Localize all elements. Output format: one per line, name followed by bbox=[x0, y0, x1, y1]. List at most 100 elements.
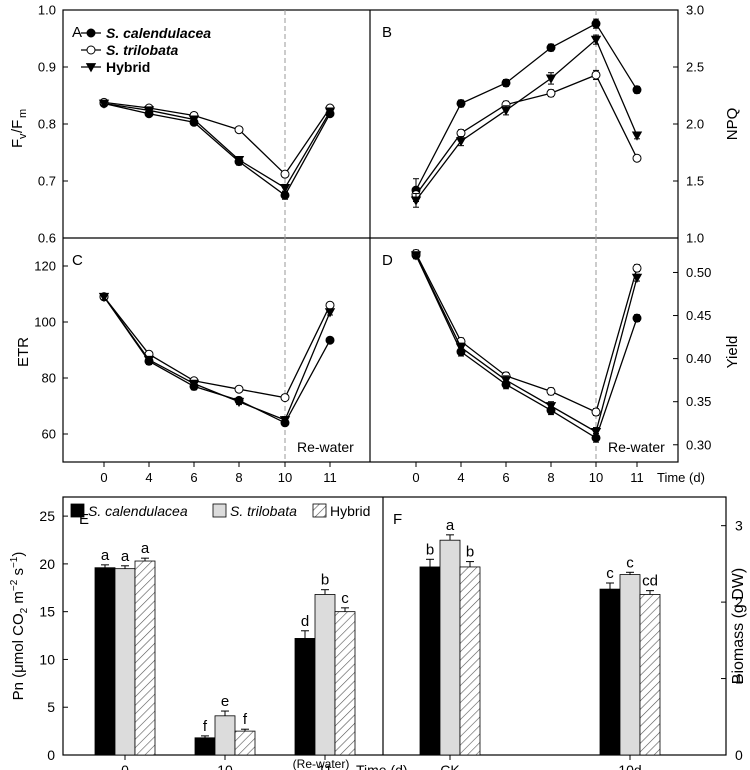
panel-c-point-s1-4 bbox=[280, 393, 290, 403]
panel-a-point-s2-5 bbox=[324, 107, 336, 117]
panel-b-ytick-label: 1.5 bbox=[686, 174, 704, 189]
panel-e-ytick-label: 0 bbox=[47, 747, 55, 763]
panel-c-series-line-0 bbox=[103, 296, 331, 424]
panel-e-bar-11-s0 bbox=[294, 638, 316, 756]
panel-e-sig-letter: b bbox=[321, 572, 329, 589]
panel-c-annotation: Re-water bbox=[297, 439, 354, 455]
legend-bottom-label: S. calendulacea bbox=[88, 503, 188, 519]
legend-bottom-swatch-1 bbox=[212, 503, 227, 518]
panel-d-ytick-label: 0.40 bbox=[686, 351, 711, 366]
bottom-frame bbox=[62, 496, 727, 756]
panel-f-ytick-label: 2 bbox=[735, 594, 743, 610]
panel-e-label: E bbox=[79, 511, 89, 528]
panel-e-ytick-label: 20 bbox=[39, 556, 55, 572]
panel-e-ytick-label: 5 bbox=[47, 699, 55, 715]
panel-f-sig-letter: cd bbox=[642, 573, 658, 590]
panel-c-point-s2-0 bbox=[98, 292, 110, 303]
panel-a-series-line-0 bbox=[103, 102, 331, 197]
panel-b-point-s2-2 bbox=[500, 106, 512, 116]
panel-b-point-s0-2 bbox=[501, 78, 511, 88]
panel-a-point-s2-0 bbox=[98, 99, 110, 109]
panel-d-point-s2-2 bbox=[500, 376, 512, 386]
panel-f-bar-CK-s1 bbox=[439, 539, 461, 756]
panel-a-ytick-label: 0.8 bbox=[38, 117, 56, 132]
panel-f-ytick-label: 1 bbox=[735, 671, 743, 687]
panel-c-point-s0-5 bbox=[325, 335, 335, 345]
top-xtick-label: 11 bbox=[630, 470, 644, 485]
ylabel-fragment: ) bbox=[10, 552, 27, 557]
legend-bottom-label: S. trilobata bbox=[230, 503, 297, 519]
panel-e-bar-0-s2 bbox=[134, 560, 156, 756]
legend-bottom-label: Hybrid bbox=[330, 503, 370, 519]
panel-e-sig-letter: d bbox=[301, 613, 309, 630]
panel-b-label: B bbox=[382, 24, 392, 41]
panel-a-series-line-2 bbox=[103, 102, 331, 189]
panel-c-series-line-1 bbox=[103, 296, 331, 399]
legend-top-point-s0-0 bbox=[86, 28, 96, 38]
legend-bottom-swatch-0 bbox=[70, 503, 85, 518]
panel-b-point-s0-4 bbox=[591, 19, 601, 29]
panel-f-ytick-label: 3 bbox=[735, 518, 743, 534]
panel-d-point-s2-0 bbox=[410, 251, 422, 261]
top-xtick-label: 8 bbox=[235, 470, 242, 485]
panel-d-point-s2-5 bbox=[631, 273, 643, 283]
panel-d-ytick-label: 0.35 bbox=[686, 394, 711, 409]
panel-b-point-s1-3 bbox=[546, 88, 556, 98]
panel-b-point-s2-4 bbox=[590, 35, 602, 45]
panel-a-ytick-label: 0.6 bbox=[38, 231, 56, 246]
panel-f-ytick-label: 0 bbox=[735, 747, 743, 763]
panel-b-ytick-label: 1.0 bbox=[686, 231, 704, 246]
legend-top-label: Hybrid bbox=[106, 59, 150, 75]
legend-bottom-swatch-2 bbox=[312, 503, 327, 518]
panel-f-bar-CK-s0 bbox=[419, 566, 441, 756]
top-xtick-label: 4 bbox=[457, 470, 464, 485]
panel-e-bar-0-s1 bbox=[114, 568, 136, 756]
top-xtick-label: 10 bbox=[278, 470, 292, 485]
panel-b-series-line-2 bbox=[415, 38, 638, 201]
ylabel-fragment: Pn (μmol CO bbox=[10, 613, 27, 700]
panel-f-label: F bbox=[393, 511, 402, 528]
panel-c-point-s2-1 bbox=[143, 355, 155, 366]
ylabel-fragment: /F bbox=[9, 120, 26, 133]
ylabel-fragment: 2 bbox=[19, 607, 30, 613]
panel-e-ylabel-text: Pn (μmol CO2 m−2 s−1) bbox=[9, 552, 30, 701]
panel-a-label: A bbox=[72, 24, 82, 41]
panel-e-bar-11-s2 bbox=[334, 611, 356, 756]
panel-b-point-s2-1 bbox=[455, 137, 467, 147]
panel-b-series-line-1 bbox=[415, 74, 638, 196]
panel-a-point-s2-4 bbox=[279, 183, 291, 194]
panel-c-ytick-label: 120 bbox=[34, 259, 56, 274]
panel-d-ylabel: Yield bbox=[724, 336, 741, 369]
panel-d-series-line-0 bbox=[415, 254, 638, 439]
legend-top-point-s1-0 bbox=[86, 45, 96, 55]
panel-a-point-s2-2 bbox=[188, 115, 200, 125]
panel-b-point-s1-1 bbox=[456, 128, 466, 138]
panel-e-sig-letter: f bbox=[243, 711, 248, 728]
panel-d-point-s2-4 bbox=[590, 427, 602, 438]
panel-d-ytick-label: 0.30 bbox=[686, 437, 711, 452]
panel-e-ytick-label: 10 bbox=[39, 651, 55, 667]
panel-f-bar-10d-s1 bbox=[619, 574, 641, 756]
panel-a-point-s2-3 bbox=[233, 156, 245, 166]
panel-f-sig-letter: b bbox=[466, 544, 474, 561]
panel-b-point-s1-5 bbox=[632, 153, 642, 163]
top-time-label: Time (d) bbox=[657, 470, 705, 485]
panel-f-sig-letter: c bbox=[606, 565, 614, 582]
panel-a-ytick-label: 0.7 bbox=[38, 174, 56, 189]
legend-top-label: S. calendulacea bbox=[106, 25, 211, 41]
panel-c-label: C bbox=[72, 252, 83, 269]
ylabel-fragment: −2 bbox=[9, 579, 20, 591]
panel-e-bar-11-s1 bbox=[314, 594, 336, 756]
panel-e-xtick-label: 10 bbox=[217, 762, 233, 770]
panel-b-point-s2-5 bbox=[631, 131, 643, 141]
panel-e-sig-letter: e bbox=[221, 693, 229, 710]
panel-e-bar-0-s0 bbox=[94, 567, 116, 756]
panel-c-point-s2-5 bbox=[324, 308, 336, 318]
panel-e-sig-letter: c bbox=[341, 590, 349, 607]
panel-b-ytick-label: 2.0 bbox=[686, 117, 704, 132]
panel-e-bar-10-s2 bbox=[234, 730, 256, 756]
panel-b-point-s0-3 bbox=[546, 43, 556, 53]
legend-top-point-s2-0 bbox=[85, 63, 97, 73]
panel-f-sig-letter: b bbox=[426, 541, 434, 558]
